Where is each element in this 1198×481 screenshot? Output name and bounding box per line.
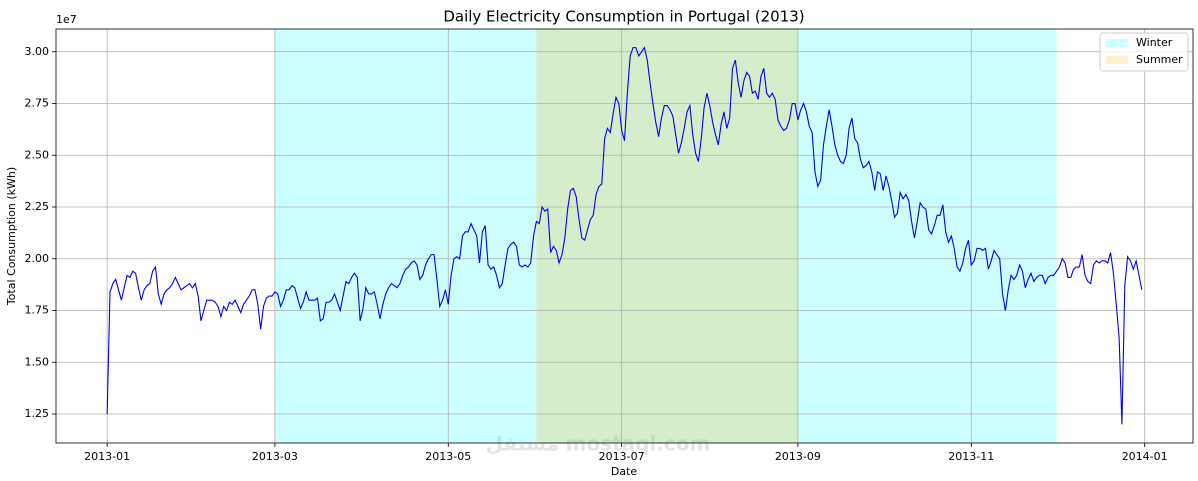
x-tick-label: 2013-03 [252, 450, 298, 463]
x-tick-label: 2014-01 [1122, 450, 1168, 463]
y-offset-label: 1e7 [56, 13, 77, 26]
x-tick-label: 2013-09 [775, 450, 821, 463]
y-axis-label: Total Consumption (kWh) [5, 167, 18, 306]
x-tick-label: 2013-01 [84, 450, 130, 463]
y-tick-label: 2.00 [25, 252, 50, 265]
chart-title: Daily Electricity Consumption in Portuga… [443, 8, 804, 26]
y-tick-label: 3.00 [25, 45, 50, 58]
x-tick-label: 2013-05 [425, 450, 471, 463]
y-tick-label: 2.25 [25, 200, 50, 213]
legend-label: Summer [1136, 53, 1183, 66]
y-tick-label: 2.75 [25, 97, 50, 110]
legend-swatch [1106, 56, 1128, 64]
x-axis-label: Date [611, 465, 638, 478]
legend-box [1099, 32, 1189, 72]
data-line [106, 46, 1143, 425]
plot-frame [55, 28, 1194, 444]
y-tick-label: 1.25 [25, 407, 50, 420]
shaded-region [536, 29, 798, 443]
legend-label: Winter [1136, 36, 1173, 49]
legend: Winter Summer [1099, 32, 1189, 72]
x-tick-label: 2013-11 [948, 450, 994, 463]
legend-swatch [1106, 39, 1128, 47]
y-tick-label: 2.50 [25, 148, 50, 161]
shaded-region [274, 29, 1057, 443]
y-tick-label: 1.75 [25, 304, 50, 317]
x-tick-label: 2013-07 [599, 450, 645, 463]
y-tick-label: 1.50 [25, 355, 50, 368]
watermark: مستقل mostaql.com [486, 432, 711, 456]
